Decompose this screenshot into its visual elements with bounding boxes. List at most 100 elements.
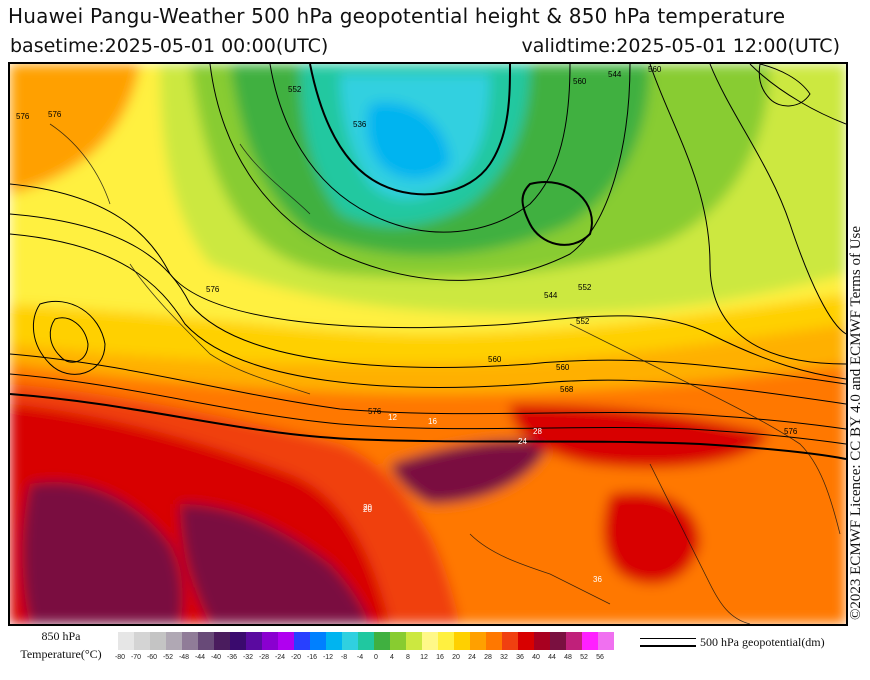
colorbar-tick: 44 [548, 654, 556, 661]
colorbar-tick: -80 [114, 654, 126, 661]
colorbar-swatch [166, 632, 182, 650]
colorbar-tick: -16 [306, 654, 318, 661]
coastlines [49, 123, 841, 624]
colorbar-tick: 16 [436, 654, 444, 661]
colorbar-swatch [390, 632, 406, 650]
temperature-label: 28 [533, 427, 542, 436]
colorbar-tick: -36 [226, 654, 238, 661]
colorbar-tick: 56 [596, 654, 604, 661]
colorbar-swatch [582, 632, 598, 650]
colorbar-tick: -28 [258, 654, 270, 661]
colorbar-tick: -52 [162, 654, 174, 661]
colorbar-swatch [246, 632, 262, 650]
temperature-label: 36 [593, 575, 602, 584]
contour-label: 560 [573, 77, 587, 86]
temperature-colorbar [118, 632, 614, 650]
colorbar-tick: 20 [452, 654, 460, 661]
colorbar-tick: 36 [516, 654, 524, 661]
contour-label: 552 [576, 317, 590, 326]
colorbar-swatch [534, 632, 550, 650]
geopotential-line-legend: 500 hPa geopotential(dm) [640, 635, 870, 654]
geopotential-contours [10, 64, 846, 460]
contour-label: 576 [784, 427, 798, 436]
colorbar-tick: -12 [322, 654, 334, 661]
contour-label: 560 [488, 355, 502, 364]
geopotential-legend-label: 500 hPa geopotential(dm) [700, 635, 825, 649]
copyright-notice: ©2023 ECMWF Licence: CC BY 4.0 and ECMWF… [848, 225, 864, 620]
contour-label: 576 [48, 110, 62, 119]
colorbar-tick: 28 [484, 654, 492, 661]
thick-line-sample [640, 645, 696, 647]
colorbar-tick: 48 [564, 654, 572, 661]
thin-line-sample [640, 638, 696, 639]
colorbar-swatch [262, 632, 278, 650]
chart-title: Huawei Pangu-Weather 500 hPa geopotentia… [8, 4, 786, 28]
contour-label: 560 [556, 363, 570, 372]
colorbar-swatch [358, 632, 374, 650]
temperature-label: 16 [428, 417, 437, 426]
colorbar-swatch [470, 632, 486, 650]
colorbar-swatch [374, 632, 390, 650]
colorbar-swatch [230, 632, 246, 650]
colorbar-swatch [214, 632, 230, 650]
colorbar-tick: 0 [374, 654, 378, 661]
colorbar-swatch [438, 632, 454, 650]
colorbar-tick: -24 [274, 654, 286, 661]
contour-label: 544 [608, 70, 622, 79]
temperature-legend-line1: 850 hPa [41, 629, 81, 643]
temperature-label: 20 [363, 505, 372, 514]
temperature-label: 20 [363, 503, 372, 512]
contour-label: 576 [206, 285, 220, 294]
colorbar-tick: 24 [468, 654, 476, 661]
colorbar-swatch [310, 632, 326, 650]
colorbar-swatch [422, 632, 438, 650]
colorbar-swatch [182, 632, 198, 650]
colorbar-tick: -4 [356, 654, 364, 661]
colorbar-swatch [454, 632, 470, 650]
colorbar-swatch [502, 632, 518, 650]
colorbar-tick: -8 [340, 654, 348, 661]
contour-label: 544 [544, 291, 558, 300]
colorbar-swatch [518, 632, 534, 650]
temperature-legend-line2: Temperature(°C) [20, 647, 102, 661]
colorbar-tick: -40 [210, 654, 222, 661]
colorbar-swatch [198, 632, 214, 650]
weather-map [8, 62, 848, 626]
temperature-legend-label: 850 hPa Temperature(°C) [6, 627, 116, 663]
colorbar-tick: 12 [420, 654, 428, 661]
contour-labels: 576 576 552 544 552 560 568 576 560 576 536 552 544 5… [16, 65, 798, 584]
contour-label: 560 [648, 65, 662, 74]
contour-label: 576 [16, 112, 30, 121]
colorbar-tick: -48 [178, 654, 190, 661]
validtime-label: validtime:2025-05-01 12:00(UTC) [521, 35, 840, 57]
colorbar-tick: 40 [532, 654, 540, 661]
colorbar-tick: 32 [500, 654, 508, 661]
colorbar-tick: -20 [290, 654, 302, 661]
colorbar-swatch [118, 632, 134, 650]
colorbar-swatch [326, 632, 342, 650]
temperature-field [10, 64, 846, 624]
temperature-label: 24 [518, 437, 527, 446]
colorbar-swatch [150, 632, 166, 650]
colorbar-swatch [550, 632, 566, 650]
temperature-label: 12 [388, 413, 397, 422]
colorbar-swatch [566, 632, 582, 650]
colorbar-tick: 8 [406, 654, 410, 661]
colorbar-tick: -70 [130, 654, 142, 661]
colorbar-swatch [598, 632, 614, 650]
colorbar-tick: 52 [580, 654, 588, 661]
colorbar-tick: -60 [146, 654, 158, 661]
colorbar-swatch [294, 632, 310, 650]
colorbar-swatch [278, 632, 294, 650]
colorbar-tick: -32 [242, 654, 254, 661]
colorbar-swatch [406, 632, 422, 650]
weather-map-svg [10, 64, 846, 624]
colorbar-swatch [342, 632, 358, 650]
colorbar-swatch [486, 632, 502, 650]
contour-label: 536 [353, 120, 367, 129]
contour-label: 552 [288, 85, 302, 94]
colorbar-tick: -44 [194, 654, 206, 661]
colorbar-tick: 4 [390, 654, 394, 661]
contour-label: 576 [368, 407, 382, 416]
contour-label: 552 [578, 283, 592, 292]
